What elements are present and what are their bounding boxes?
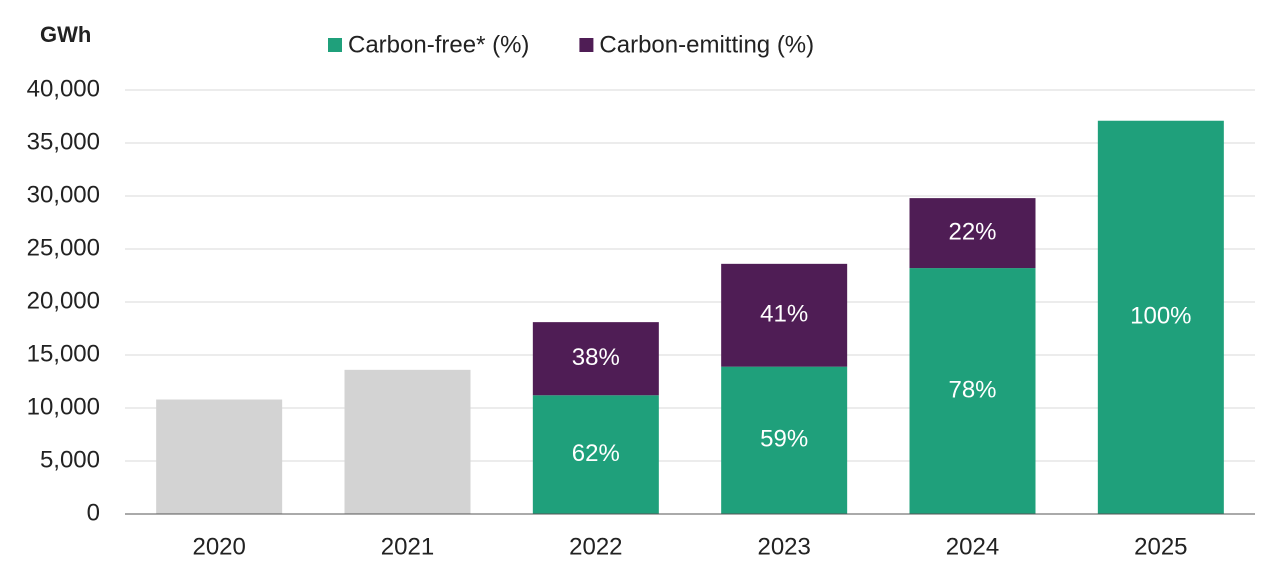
value-label: 78%: [948, 376, 996, 403]
bar-segment: [909, 268, 1036, 514]
y-tick-label: 10,000: [27, 393, 100, 420]
y-tick-label: 20,000: [27, 287, 100, 314]
bar-segment: [721, 366, 848, 514]
y-tick-label: 30,000: [27, 181, 100, 208]
y-tick-label: 5,000: [40, 446, 100, 473]
bar-segment: [156, 399, 283, 514]
x-tick-label: 2023: [757, 533, 810, 560]
value-label: 38%: [572, 344, 620, 371]
y-tick-label: 40,000: [27, 75, 100, 102]
y-tick-label: 25,000: [27, 234, 100, 261]
y-tick-label: 0: [87, 499, 100, 526]
bar-segment: [532, 395, 659, 514]
bar-segment: [344, 369, 471, 514]
bar-segment: [909, 198, 1036, 269]
bar-segment: [1097, 120, 1224, 515]
value-label: 22%: [948, 218, 996, 245]
y-tick-label: 35,000: [27, 128, 100, 155]
x-tick-label: 2022: [569, 533, 622, 560]
value-label: 59%: [760, 426, 808, 453]
legend-label: Carbon-free* (%): [348, 31, 529, 58]
y-tick-label: 15,000: [27, 340, 100, 367]
bar-segment: [721, 263, 848, 367]
value-label: 62%: [572, 440, 620, 467]
x-tick-label: 2024: [946, 533, 999, 560]
legend-swatch: [328, 38, 342, 52]
value-label: 41%: [760, 301, 808, 328]
legend-swatch: [579, 38, 594, 52]
y-axis-label: GWh: [40, 22, 91, 47]
legend-label: Carbon-emitting (%): [599, 31, 814, 58]
x-tick-label: 2021: [381, 533, 434, 560]
x-tick-label: 2025: [1134, 533, 1187, 560]
x-tick-label: 2020: [192, 533, 245, 560]
bar-segment: [532, 322, 659, 396]
value-label: 100%: [1130, 303, 1191, 330]
